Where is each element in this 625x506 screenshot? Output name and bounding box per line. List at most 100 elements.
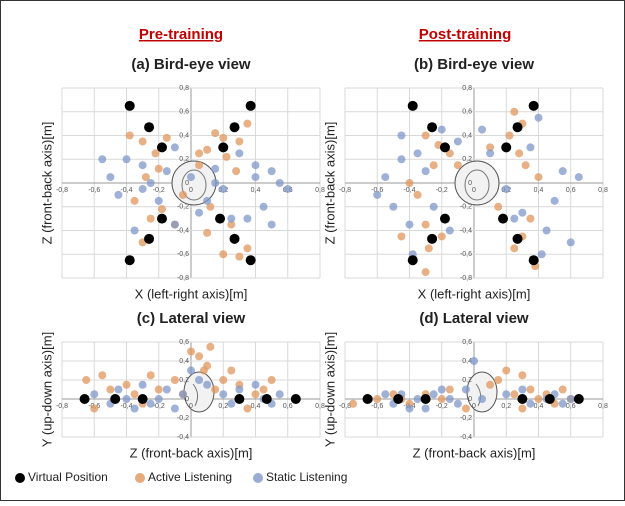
scatter-point bbox=[515, 149, 524, 158]
x-axis-label: X (left-right axis)[m] bbox=[418, 286, 531, 301]
y-tick-label: -0,4 bbox=[460, 227, 472, 234]
chart-title: (a) Bird-eye view bbox=[131, 56, 251, 73]
chart-title: (b) Bird-eye view bbox=[414, 56, 534, 73]
x-tick-label: -0,8 bbox=[56, 403, 68, 410]
y-tick-label: 0,4 bbox=[179, 358, 189, 365]
scatter-point bbox=[162, 385, 171, 394]
scatter-point bbox=[558, 385, 567, 394]
scatter-point bbox=[146, 371, 155, 380]
scatter-point bbox=[203, 145, 212, 154]
virtual-point bbox=[218, 142, 229, 153]
virtual-point bbox=[512, 122, 523, 133]
virtual-point bbox=[439, 142, 450, 153]
virtual-point bbox=[79, 394, 90, 404]
scatter-point bbox=[187, 366, 195, 375]
scatter-point bbox=[170, 404, 179, 413]
virtual-point bbox=[517, 394, 528, 404]
y-tick-label: 0,8 bbox=[462, 85, 472, 92]
scatter-point bbox=[526, 214, 535, 223]
x-tick-label: 0,4 bbox=[534, 187, 544, 194]
scatter-point bbox=[510, 390, 519, 399]
y-tick-label: 0 bbox=[468, 396, 472, 403]
x-tick-label: -0,8 bbox=[339, 187, 351, 194]
scatter-point bbox=[219, 184, 228, 193]
scatter-point bbox=[429, 390, 438, 399]
scatter-point bbox=[478, 125, 487, 134]
scatter-point bbox=[106, 385, 115, 394]
virtual-point bbox=[144, 122, 155, 133]
y-tick-label: 0,4 bbox=[462, 358, 472, 365]
virtual-point bbox=[498, 213, 509, 224]
scatter-point bbox=[206, 342, 215, 351]
scatter-point bbox=[518, 371, 527, 380]
virtual-point bbox=[156, 213, 167, 224]
scatter-point bbox=[566, 395, 575, 403]
scatter-point bbox=[461, 385, 470, 394]
scatter-point bbox=[510, 244, 519, 253]
scatter-point bbox=[381, 173, 390, 182]
y-tick-label: 0,2 bbox=[179, 156, 189, 163]
scatter-point bbox=[251, 390, 260, 399]
scatter-point bbox=[424, 244, 433, 253]
scatter-point bbox=[162, 167, 171, 176]
virtual-point bbox=[229, 122, 240, 133]
scatter-point bbox=[526, 143, 535, 152]
scatter-point bbox=[82, 376, 91, 384]
head-icon bbox=[475, 383, 482, 407]
virtual-point bbox=[573, 394, 584, 404]
y-tick-label: 0,4 bbox=[179, 132, 189, 139]
scatter-point bbox=[243, 244, 252, 253]
scatter-point bbox=[235, 149, 244, 158]
scatter-point bbox=[219, 390, 228, 399]
x-tick-label: 0,4 bbox=[251, 187, 261, 194]
x-tick-label: 0,8 bbox=[598, 187, 608, 194]
scatter-point bbox=[453, 399, 462, 408]
head-icon bbox=[192, 383, 199, 407]
x-tick-label: -0,6 bbox=[371, 187, 383, 194]
scatter-point bbox=[453, 161, 462, 170]
scatter-point bbox=[243, 214, 252, 223]
x-tick-label: -0,8 bbox=[56, 187, 68, 194]
scatter-point bbox=[510, 214, 519, 223]
scatter-point bbox=[146, 214, 155, 223]
virtual-point bbox=[528, 100, 539, 111]
scatter-point bbox=[203, 196, 212, 205]
scatter-point bbox=[397, 131, 406, 140]
column-header: Pre-training bbox=[139, 26, 223, 43]
scatter-point bbox=[267, 167, 276, 176]
y-axis-label: Z (front-back axis)[m] bbox=[322, 122, 337, 245]
x-tick-label: 0,6 bbox=[566, 403, 576, 410]
y-tick-label: 0 bbox=[185, 180, 189, 187]
scatter-point bbox=[413, 149, 422, 158]
virtual-point bbox=[144, 233, 155, 244]
scatter-point bbox=[154, 395, 163, 403]
scatter-point bbox=[141, 173, 150, 182]
y-tick-label: 0,2 bbox=[462, 377, 472, 384]
legend-marker bbox=[135, 473, 145, 483]
virtual-point bbox=[407, 255, 418, 266]
scatter-point bbox=[199, 366, 208, 375]
scatter-point bbox=[251, 161, 260, 170]
scatter-point bbox=[211, 385, 220, 394]
x-tick-label: -0,2 bbox=[153, 403, 165, 410]
scatter-point bbox=[405, 220, 414, 229]
x-tick-label: -0,4 bbox=[120, 187, 132, 194]
scatter-point bbox=[534, 113, 543, 122]
scatter-point bbox=[122, 380, 131, 389]
legend-marker bbox=[253, 473, 263, 483]
scatter-point bbox=[130, 196, 139, 205]
y-tick-label: -0,6 bbox=[460, 251, 472, 258]
scatter-point bbox=[381, 390, 390, 399]
scatter-point bbox=[170, 143, 179, 152]
x-tick-label: 0 bbox=[189, 403, 193, 410]
scatter-point bbox=[219, 376, 228, 384]
scatter-point bbox=[558, 167, 567, 176]
scatter-point bbox=[232, 167, 241, 176]
y-tick-label: 0 bbox=[185, 396, 189, 403]
scatter-point bbox=[521, 161, 530, 170]
virtual-point bbox=[427, 122, 438, 133]
x-tick-label: 0,8 bbox=[598, 403, 608, 410]
scatter-point bbox=[421, 404, 430, 413]
scatter-point bbox=[558, 399, 567, 408]
